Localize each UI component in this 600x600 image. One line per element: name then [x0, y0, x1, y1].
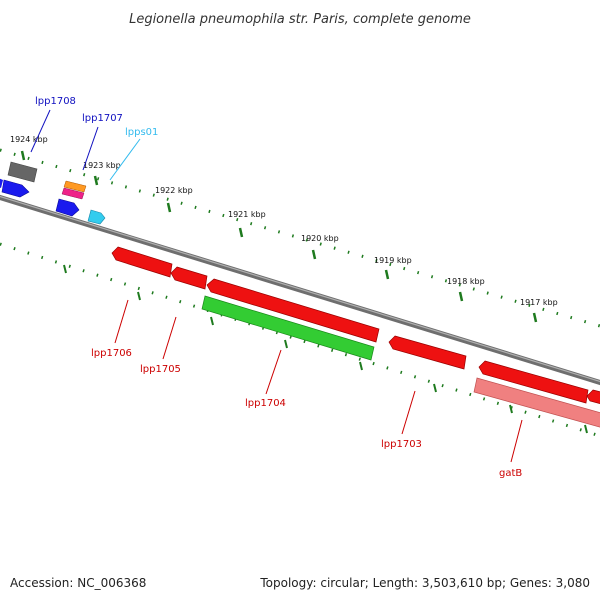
gene-feature[interactable] — [87, 209, 106, 225]
gene-feature[interactable] — [206, 278, 380, 343]
genome-summary-text: Topology: circular; Length: 3,503,610 bp… — [260, 576, 590, 590]
kbp-label: 1921 kbp — [228, 210, 266, 219]
forward-features — [0, 161, 106, 225]
gene-feature[interactable] — [0, 178, 3, 188]
genome-backbone — [0, 194, 600, 386]
gene-label[interactable]: lpps01 — [125, 127, 158, 138]
kbp-label: 1917 kbp — [520, 298, 558, 307]
kbp-label: 1924 kbp — [10, 135, 48, 144]
gene-feature[interactable] — [586, 389, 600, 405]
reverse-features — [111, 246, 600, 428]
accession-text: Accession: NC_006368 — [10, 576, 147, 590]
gene-feature[interactable] — [473, 377, 600, 428]
major-ticks — [20, 150, 538, 323]
gene-feature[interactable] — [55, 198, 80, 217]
gene-feature[interactable] — [478, 360, 589, 404]
gene-feature[interactable] — [170, 266, 208, 290]
outer-tick-track — [0, 148, 600, 328]
kbp-label: 1918 kbp — [447, 277, 485, 286]
kbp-label: 1922 kbp — [155, 186, 193, 195]
gene-label[interactable]: lpp1707 — [82, 113, 123, 124]
gene-label[interactable]: lpp1705 — [140, 364, 181, 375]
map-title: Legionella pneumophila str. Paris, compl… — [129, 12, 471, 27]
gene-feature[interactable] — [111, 246, 173, 278]
gene-feature[interactable] — [1, 179, 30, 198]
gene-label[interactable]: lpp1704 — [245, 398, 286, 409]
gene-feature[interactable] — [7, 161, 38, 183]
kbp-label: 1920 kbp — [301, 234, 339, 243]
kbp-labels: 1924 kbp 1923 kbp 1922 kbp 1921 kbp 1920… — [10, 135, 558, 307]
gene-feature[interactable] — [201, 295, 375, 361]
gene-label[interactable]: lpp1703 — [381, 439, 422, 450]
leader-lines — [30, 109, 523, 463]
gene-label[interactable]: gatB — [499, 468, 522, 479]
gene-feature[interactable] — [61, 187, 85, 200]
gene-label[interactable]: lpp1708 — [35, 96, 76, 107]
kbp-label: 1919 kbp — [374, 256, 412, 265]
genome-backbone-highlight — [0, 195, 600, 383]
kbp-label: 1923 kbp — [83, 161, 121, 170]
gene-label[interactable]: lpp1706 — [91, 348, 132, 359]
inner-major-ticks — [63, 264, 588, 434]
gene-feature[interactable] — [63, 180, 87, 193]
gene-feature[interactable] — [388, 335, 467, 370]
